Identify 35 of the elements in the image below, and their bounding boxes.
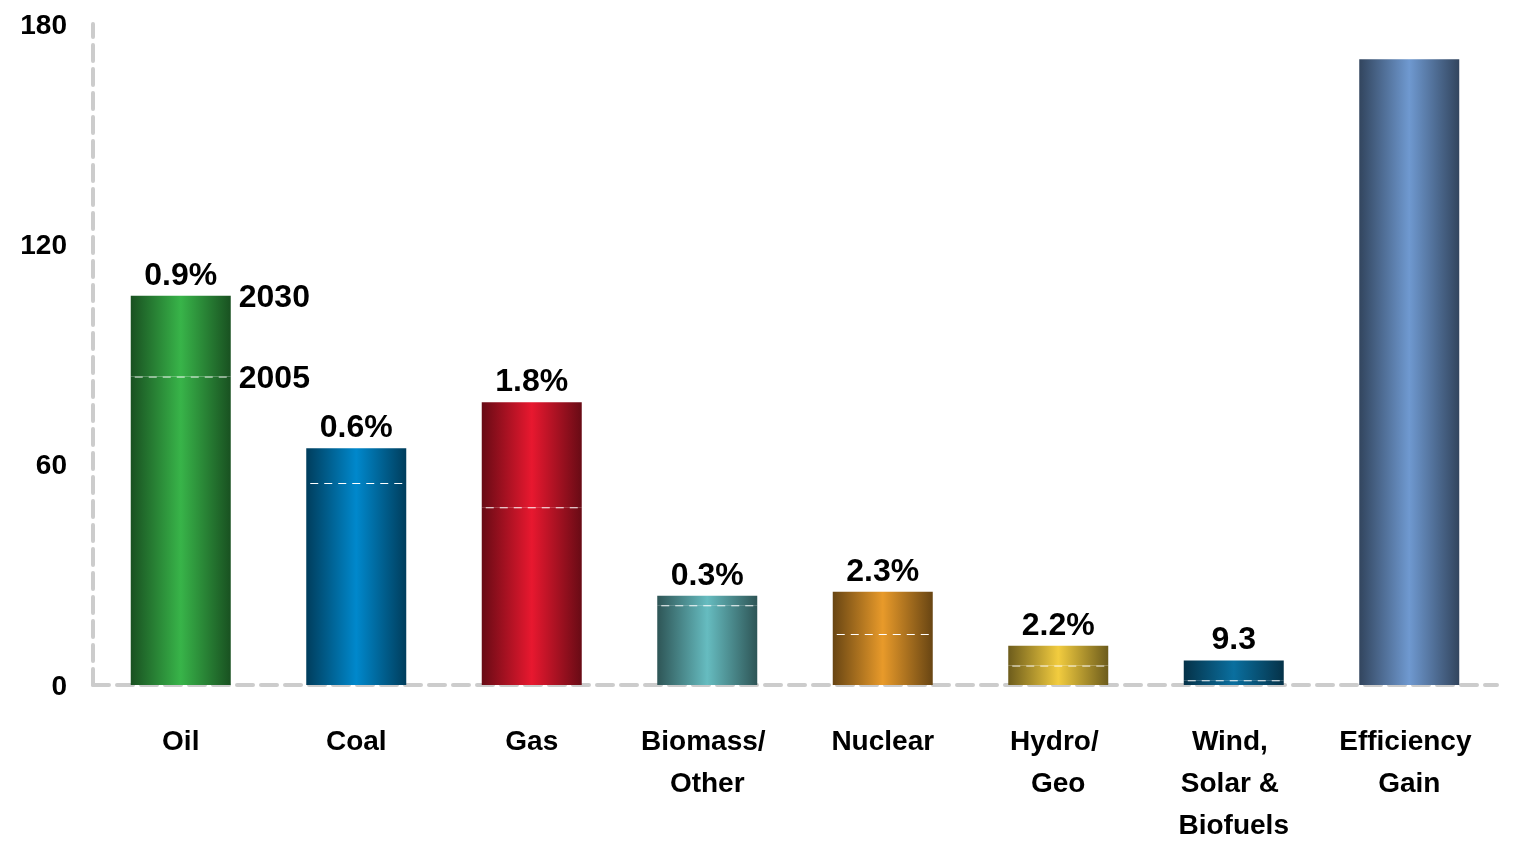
x-tick-label: Biomass/ Other [641,724,774,798]
legend-label: 2005 [238,358,310,395]
x-tick-label: Hydro/ Geo [1010,724,1107,798]
x-tick-label: Efficiency Gain [1339,724,1480,798]
annotation: 2.3% [846,551,920,588]
bar [481,402,582,508]
bar [1183,660,1284,681]
bar [832,633,933,685]
annotation: 0.9% [144,255,218,292]
annotation: 1.8% [495,362,569,399]
x-tick-label: Nuclear [831,724,935,756]
bar [1359,59,1460,685]
y-tick-label: 120 [20,228,67,260]
annotation: 0.3% [670,555,744,592]
x-tick-label: Wind, Solar & Biofuels [1178,724,1289,840]
x-tick-label: Oil [162,724,200,756]
bar [657,605,758,685]
bar [1008,645,1109,666]
bar [832,591,933,634]
x-tick-label: Coal [325,724,387,756]
bar [306,483,407,685]
y-tick-label: 180 [20,8,67,40]
annotation: 0.6% [319,408,393,445]
y-tick-label: 60 [35,449,67,481]
series-label: 2030 [238,277,310,314]
annotation: 9.3 [1211,620,1256,657]
y-tick-label: 0 [51,669,67,701]
bar [130,376,231,685]
bar [481,507,582,685]
bar [657,595,758,606]
x-tick-label: Gas [505,724,559,756]
bar [1008,665,1109,685]
bar [306,448,407,484]
annotation: 2.2% [1021,605,1095,642]
bar [130,295,231,377]
